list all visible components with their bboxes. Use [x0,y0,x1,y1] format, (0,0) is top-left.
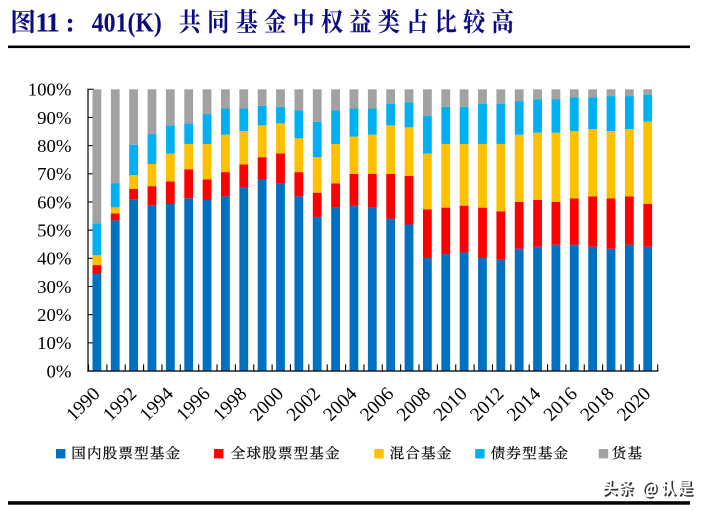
svg-text::: : [66,8,75,39]
svg-text:30%: 30% [37,277,71,297]
svg-text:50%: 50% [37,220,71,240]
svg-text:20%: 20% [37,305,71,325]
svg-text:40%: 40% [37,249,71,269]
svg-text:60%: 60% [37,192,71,212]
svg-text:100%: 100% [28,80,72,100]
svg-text:0%: 0% [47,361,72,381]
svg-text:90%: 90% [37,108,71,128]
svg-text:10%: 10% [37,333,71,353]
svg-text:70%: 70% [37,164,71,184]
svg-text:11: 11 [35,8,60,39]
svg-text:401(K): 401(K) [92,8,162,39]
svg-text:80%: 80% [37,136,71,156]
